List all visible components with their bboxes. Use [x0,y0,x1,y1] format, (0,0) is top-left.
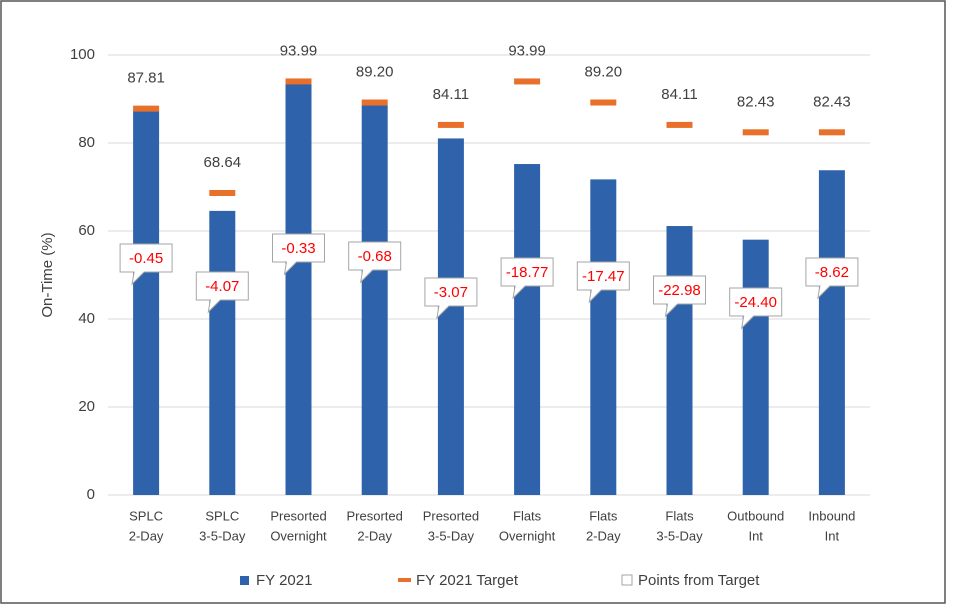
x-tick-label: SPLC [129,508,163,523]
callout-box [119,243,173,286]
target-label: 68.64 [204,154,242,171]
bar [361,105,388,496]
points-label: -0.45 [129,250,163,267]
x-tick-label: 3-5-Day [199,528,246,543]
points-label: -8.62 [815,264,849,281]
legend-label: Points from Target [638,572,760,589]
x-tick-label: Presorted [270,508,326,523]
legend-label: FY 2021 Target [416,572,519,589]
bar [514,164,541,496]
target-marker [437,121,464,128]
bar [818,170,845,495]
callout-box [805,257,859,300]
bar [590,179,617,495]
legend-swatch [398,578,411,582]
target-marker [209,189,236,196]
y-axis-label: On-Time (%) [39,232,56,317]
y-tick-label: 100 [70,46,95,63]
bar [437,138,464,495]
x-tick-label: 3-5-Day [428,528,475,543]
x-tick-label: Presorted [423,508,479,523]
x-tick-label: Int [825,528,840,543]
x-tick-label: Overnight [499,528,556,543]
x-tick-label: Overnight [270,528,327,543]
callout-box [348,241,402,284]
callout-box [195,271,249,314]
target-marker [285,78,312,85]
target-label: 84.11 [433,86,469,103]
target-label: 93.99 [280,42,318,59]
x-tick-label: Int [748,528,763,543]
bar [666,226,693,495]
y-tick-label: 80 [78,134,95,151]
bar [133,110,160,495]
y-tick-label: 60 [78,222,95,239]
points-label: -3.07 [434,284,468,301]
points-label: -4.07 [205,278,239,295]
x-tick-label: 2-Day [129,528,164,543]
legend-swatch [240,576,249,585]
target-label: 82.43 [813,93,851,110]
callout-box [424,277,478,320]
target-label: 89.20 [585,63,623,80]
target-marker [666,121,693,128]
x-tick-label: Flats [513,508,542,523]
target-marker [361,99,388,106]
x-tick-label: Inbound [808,508,855,523]
legend-swatch [621,574,633,586]
y-tick-label: 0 [87,486,95,503]
points-label: -0.33 [281,240,315,257]
x-tick-label: Flats [589,508,618,523]
y-tick-label: 40 [78,310,95,327]
legend-label: FY 2021 [256,572,312,589]
x-tick-label: SPLC [205,508,239,523]
bar [209,210,236,495]
x-tick-label: Flats [665,508,694,523]
points-label: -18.77 [506,264,549,281]
points-label: -24.40 [734,294,777,311]
points-label: -17.47 [582,268,625,285]
points-label: -22.98 [658,282,701,299]
target-label: 87.81 [127,70,165,87]
callout-box [653,275,706,318]
target-marker [742,129,769,136]
x-tick-label: Outbound [727,508,784,523]
target-label: 82.43 [737,93,775,110]
target-label: 93.99 [508,42,546,59]
bar [285,82,312,496]
points-label: -0.68 [358,248,392,265]
bar [742,239,769,495]
callout-box [576,261,630,304]
x-tick-label: Presorted [347,508,403,523]
x-tick-label: 3-5-Day [656,528,703,543]
target-marker [818,129,845,136]
target-marker [514,78,541,85]
callout-box [272,233,325,276]
x-tick-label: 2-Day [586,528,621,543]
target-marker [133,105,160,112]
callout-box [729,287,783,330]
x-tick-label: 2-Day [357,528,392,543]
target-label: 84.11 [661,86,697,103]
target-marker [590,99,617,106]
y-tick-label: 20 [78,398,95,415]
callout-box [500,257,554,300]
target-label: 89.20 [356,63,394,80]
